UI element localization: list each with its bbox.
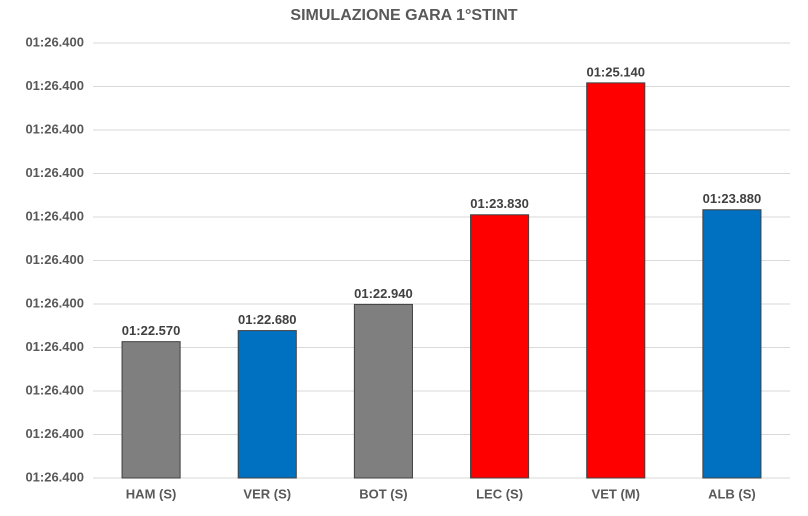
y-tick-label: 01:26.400 <box>25 339 84 354</box>
x-tick-label: LEC (S) <box>476 486 523 501</box>
bar <box>353 303 413 479</box>
value-label: 01:22.570 <box>122 323 181 338</box>
bar <box>470 214 530 479</box>
y-tick-label: 01:26.400 <box>25 165 84 180</box>
y-tick-label: 01:26.400 <box>25 426 84 441</box>
x-tick-label: VET (M) <box>592 486 640 501</box>
y-tick-label: 01:26.400 <box>25 78 84 93</box>
y-tick-label: 01:26.400 <box>25 121 84 136</box>
bar <box>121 341 181 479</box>
bar <box>586 82 646 479</box>
x-tick-label: VER (S) <box>243 486 291 501</box>
x-tick-label: ALB (S) <box>708 486 756 501</box>
y-tick-label: 01:26.400 <box>25 295 84 310</box>
x-tick-label: HAM (S) <box>126 486 177 501</box>
y-tick-label: 01:26.400 <box>25 382 84 397</box>
chart-title: SIMULAZIONE GARA 1°STINT <box>290 7 517 24</box>
bar <box>237 330 297 479</box>
y-tick-label: 01:26.400 <box>25 34 84 49</box>
value-label: 01:25.140 <box>586 64 645 79</box>
value-label: 01:22.680 <box>238 312 297 327</box>
x-tick-label: BOT (S) <box>359 486 407 501</box>
value-label: 01:22.940 <box>354 286 413 301</box>
bar <box>702 209 762 479</box>
y-tick-label: 01:26.400 <box>25 208 84 223</box>
y-tick-label: 01:26.400 <box>25 252 84 267</box>
value-label: 01:23.880 <box>703 191 762 206</box>
value-label: 01:23.830 <box>470 196 529 211</box>
y-tick-label: 01:26.400 <box>25 469 84 484</box>
